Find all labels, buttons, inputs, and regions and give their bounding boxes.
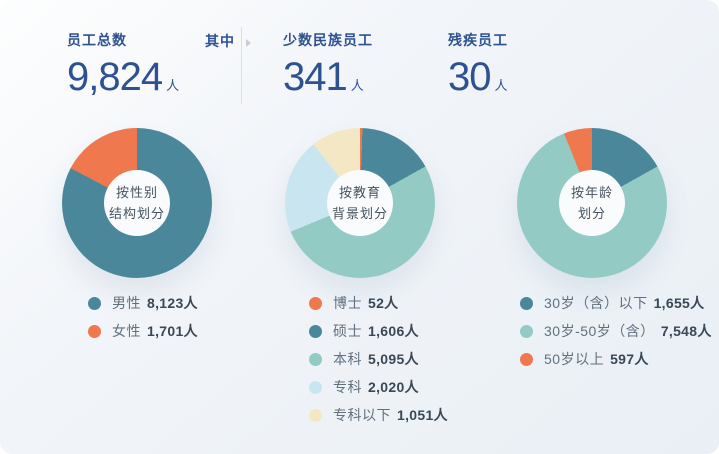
disabled-employees-value: 30 人: [448, 57, 508, 106]
legend-item[interactable]: 30岁（含）以下 1,655人: [520, 289, 712, 317]
age-chart-center-label: 按年龄 划分: [571, 182, 613, 224]
age-donut-hole: 按年龄 划分: [559, 170, 625, 236]
center-label-line: 按性别: [115, 185, 158, 200]
legend-value: 8,123人: [147, 295, 198, 311]
legend-item[interactable]: 博士 52人: [309, 289, 448, 317]
legend-dot: [88, 296, 101, 310]
age-legend: 30岁（含）以下 1,655人 30岁-50岁（含） 7,548人 50岁以上 597人: [520, 289, 712, 373]
center-label-line: 划分: [577, 206, 606, 221]
minority-employees-stat: 少数民族员工 341 人: [283, 30, 373, 106]
legend-dot: [309, 380, 322, 394]
total-employees-number: 9,824: [67, 55, 163, 99]
legend-item[interactable]: 女性 1,701人: [88, 317, 198, 345]
legend-label: 硕士: [333, 323, 362, 339]
legend-value: 1,655人: [653, 295, 705, 311]
disabled-employees-number: 30: [448, 55, 491, 99]
legend-value: 1,606人: [368, 323, 419, 339]
disabled-employees-stat: 残疾员工 30 人: [448, 30, 508, 106]
total-employees-label: 员工总数: [67, 32, 127, 48]
minority-employees-label: 少数民族员工: [283, 32, 373, 48]
center-label-line: 结构划分: [108, 206, 165, 221]
center-label-line: 背景划分: [331, 206, 388, 221]
legend-label: 专科以下: [333, 407, 391, 423]
legend-value: 52人: [368, 295, 399, 311]
total-employees-value: 9,824 人: [67, 57, 179, 106]
divider-arrow-icon: [246, 39, 251, 47]
legend-dot: [309, 324, 322, 338]
total-employees-stat: 员工总数 9,824 人: [67, 30, 179, 106]
legend-label: 50岁以上: [544, 351, 605, 367]
legend-item[interactable]: 专科以下 1,051人: [309, 401, 448, 429]
education-chart-center-label: 按教育 背景划分: [332, 182, 388, 224]
minority-employees-number: 341: [283, 55, 348, 99]
legend-dot: [309, 352, 322, 366]
age-donut-chart[interactable]: 按年龄 划分: [517, 128, 667, 278]
legend-item[interactable]: 50岁以上 597人: [520, 345, 712, 373]
legend-dot: [520, 296, 533, 310]
legend-label: 专科: [333, 379, 362, 395]
education-donut-chart[interactable]: 按教育 背景划分: [285, 128, 435, 278]
legend-value: 597人: [610, 351, 649, 367]
gender-legend: 男性 8,123人 女性 1,701人: [88, 289, 198, 345]
legend-label: 本科: [333, 351, 362, 367]
header-divider: [241, 27, 242, 104]
legend-label: 30岁（含）以下: [544, 295, 648, 311]
total-employees-unit: 人: [166, 78, 180, 93]
legend-value: 1,051人: [397, 407, 448, 423]
minority-employees-unit: 人: [350, 78, 364, 93]
legend-dot: [309, 296, 322, 310]
gender-donut-chart[interactable]: 按性别 结构划分: [62, 128, 212, 278]
legend-label: 博士: [333, 295, 362, 311]
legend-dot: [520, 324, 533, 338]
legend-item[interactable]: 专科 2,020人: [309, 373, 448, 401]
among-which-label: 其中: [205, 33, 235, 49]
education-legend: 博士 52人 硕士 1,606人 本科 5,095人 专科 2,020人专科以下 1,051人: [309, 289, 448, 429]
minority-employees-value: 341 人: [283, 57, 373, 106]
disabled-employees-label: 残疾员工: [448, 32, 508, 48]
center-label-line: 按教育: [338, 185, 381, 200]
disabled-employees-unit: 人: [494, 78, 508, 93]
legend-dot: [520, 352, 533, 366]
legend-value: 5,095人: [368, 351, 419, 367]
legend-label: 男性: [112, 295, 141, 311]
legend-value: 2,020人: [368, 379, 419, 395]
legend-value: 7,548人: [660, 323, 712, 339]
legend-item[interactable]: 男性 8,123人: [88, 289, 198, 317]
legend-dot: [309, 408, 322, 422]
legend-value: 1,701人: [147, 323, 198, 339]
gender-chart-center-label: 按性别 结构划分: [109, 182, 165, 224]
legend-item[interactable]: 硕士 1,606人: [309, 317, 448, 345]
legend-label: 30岁-50岁（含）: [544, 323, 655, 339]
education-donut-hole: 按教育 背景划分: [327, 170, 393, 236]
legend-label: 女性: [112, 323, 141, 339]
gender-donut-hole: 按性别 结构划分: [104, 170, 170, 236]
legend-item[interactable]: 30岁-50岁（含） 7,548人: [520, 317, 712, 345]
legend-dot: [88, 324, 101, 338]
legend-item[interactable]: 本科 5,095人: [309, 345, 448, 373]
center-label-line: 按年龄: [570, 185, 613, 200]
